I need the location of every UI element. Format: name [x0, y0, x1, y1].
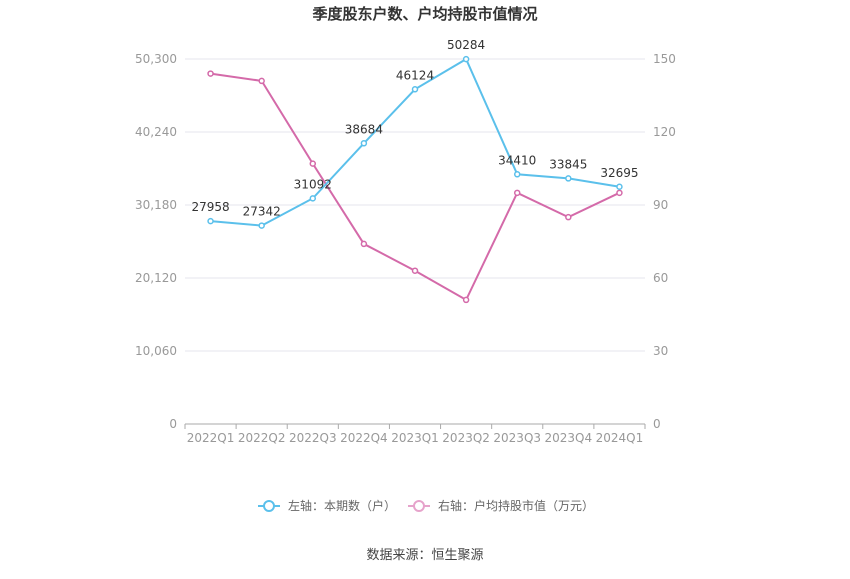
data-point-right: [462, 296, 470, 304]
data-label-left: 31092: [294, 177, 332, 191]
data-point-right: [616, 189, 623, 197]
series-line-left: [210, 57, 620, 227]
data-point-right: [513, 189, 521, 197]
data-point-left: [462, 55, 470, 63]
right-axis-ticks: 0 30 60 90 120 150: [653, 52, 676, 431]
x-tick-label: 2022Q2: [238, 431, 286, 445]
x-tick-label: 2023Q1: [391, 431, 439, 445]
x-axis-ticks: 2022Q1 2022Q2 2022Q3 2022Q4 2023Q1 2023Q2 2023…: [187, 431, 644, 445]
data-label-left: 46124: [396, 68, 434, 82]
left-tick-label: 40,240: [135, 125, 177, 139]
data-point-left: [207, 217, 214, 225]
data-point-right: [258, 77, 265, 85]
data-label-left: 27342: [243, 205, 281, 219]
data-point-right: [207, 70, 214, 77]
data-point-left: [411, 86, 419, 93]
data-point-left: [513, 171, 521, 178]
x-tick-label: 2022Q4: [340, 431, 388, 445]
data-point-right: [411, 267, 419, 274]
right-tick-label: 30: [653, 344, 668, 358]
data-point-right: [565, 213, 572, 221]
left-axis-ticks: 0 10,060 20,120 30,180 40,240 50,300: [135, 52, 177, 431]
data-label-left: 38684: [345, 122, 383, 136]
x-tick-label: 2023Q4: [545, 431, 593, 445]
right-tick-label: 60: [653, 271, 668, 285]
data-label-left: 27958: [191, 200, 229, 214]
right-tick-label: 0: [653, 417, 661, 431]
series-layer: 27958 27342 31092 38684 46124 50284 34410 33845…: [191, 38, 639, 304]
x-tick-label: 2022Q1: [187, 431, 235, 445]
data-label-left: 33845: [549, 157, 587, 171]
left-tick-label: 50,300: [135, 52, 177, 66]
source-note: 数据来源：恒生聚源: [366, 548, 483, 563]
data-point-left: [258, 222, 265, 229]
data-point-left: [309, 195, 317, 202]
legend-marker-right: [413, 500, 425, 512]
legend: 左轴：本期数（户） 右轴：户均持股市值（万元）: [258, 498, 594, 513]
data-point-left: [565, 175, 572, 182]
data-point-right: [309, 160, 317, 167]
left-tick-label: 30,180: [135, 198, 177, 212]
right-tick-label: 150: [653, 52, 676, 66]
data-label-left: 34410: [498, 153, 536, 167]
x-tick-label: 2022Q3: [289, 431, 337, 445]
grid-lines: [184, 58, 646, 429]
data-label-left: 32695: [600, 166, 638, 180]
legend-item-left-series[interactable]: 左轴：本期数（户）: [258, 498, 396, 513]
legend-label-left: 左轴：本期数（户）: [288, 498, 396, 513]
legend-item-right-series[interactable]: 右轴：户均持股市值（万元）: [408, 498, 594, 513]
chart-title: 季度股东户数、户均持股市值情况: [312, 5, 537, 23]
left-tick-label: 20,120: [135, 271, 177, 285]
data-point-right: [360, 240, 368, 248]
data-point-left: [616, 183, 623, 190]
x-tick-label: 2023Q2: [442, 431, 490, 445]
x-tick-label: 2023Q3: [493, 431, 541, 445]
x-tick-label: 2024Q1: [596, 431, 644, 445]
data-label-left: 50284: [447, 38, 485, 52]
left-tick-label: 10,060: [135, 344, 177, 358]
right-tick-label: 90: [653, 198, 668, 212]
data-point-left: [360, 140, 368, 147]
left-tick-label: 0: [169, 417, 177, 431]
legend-marker-left: [263, 500, 275, 512]
legend-label-right: 右轴：户均持股市值（万元）: [438, 498, 594, 513]
series-line-right: [210, 72, 620, 302]
right-tick-label: 120: [653, 125, 676, 139]
